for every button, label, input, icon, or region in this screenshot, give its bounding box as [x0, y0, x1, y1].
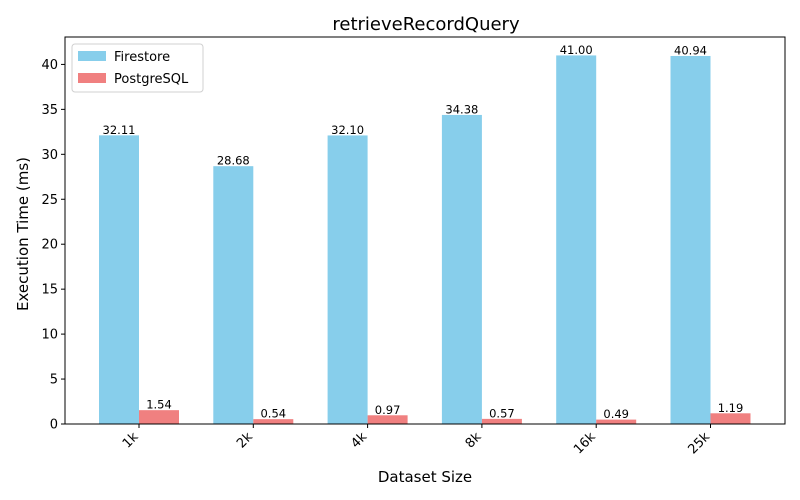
data-label-postgresql-8k: 0.57	[489, 406, 515, 420]
bar-firestore-25k	[670, 55, 711, 424]
data-label-firestore-25k: 40.94	[674, 43, 707, 57]
legend-label-firestore: Firestore	[114, 50, 170, 65]
x-tick-label-16k: 16k	[571, 429, 599, 457]
data-label-firestore-16k: 41.00	[560, 43, 593, 57]
y-tick-label-35: 35	[41, 103, 58, 118]
legend: Firestore PostgreSQL	[71, 43, 204, 93]
bar-postgresql-16k	[596, 419, 637, 424]
x-tick-label-1k: 1k	[120, 429, 142, 451]
x-axis-label: Dataset Size	[378, 468, 472, 486]
x-tick-label-8k: 8k	[463, 429, 485, 451]
y-tick-label-20: 20	[41, 238, 58, 253]
data-label-postgresql-4k: 0.97	[375, 403, 401, 417]
y-tick-label-0: 0	[50, 418, 58, 433]
bar-firestore-8k	[441, 114, 482, 425]
bar-postgresql-8k	[481, 418, 522, 424]
y-tick-label-15: 15	[41, 283, 58, 298]
bar-firestore-16k	[556, 55, 597, 425]
bar-postgresql-25k	[710, 413, 751, 424]
bar-firestore-4k	[327, 135, 368, 424]
data-label-firestore-8k: 34.38	[445, 102, 478, 116]
y-tick-label-25: 25	[41, 193, 58, 208]
data-label-firestore-2k: 28.68	[217, 154, 250, 168]
bar-postgresql-2k	[253, 419, 294, 424]
bar-postgresql-4k	[367, 415, 408, 424]
data-label-postgresql-1k: 1.54	[146, 398, 172, 412]
x-tick-label-25k: 25k	[685, 429, 713, 457]
legend-swatch-postgresql	[78, 73, 106, 83]
y-tick-label-5: 5	[50, 373, 58, 388]
x-tick-label-2k: 2k	[234, 429, 256, 451]
data-label-postgresql-25k: 1.19	[718, 401, 744, 415]
y-tick-label-10: 10	[41, 328, 58, 343]
data-label-postgresql-2k: 0.54	[260, 407, 286, 421]
legend-swatch-firestore	[78, 51, 106, 61]
chart-title: retrieveRecordQuery	[332, 14, 520, 35]
bar-firestore-1k	[99, 135, 139, 424]
bar-postgresql-1k	[139, 410, 179, 424]
data-label-firestore-1k: 32.11	[103, 123, 136, 137]
plot-frame	[64, 36, 786, 425]
legend-label-postgresql: PostgreSQL	[114, 72, 189, 87]
bar-firestore-2k	[213, 166, 254, 424]
y-tick-label-30: 30	[41, 148, 58, 163]
data-label-firestore-4k: 32.10	[331, 123, 364, 137]
y-axis-label: Execution Time (ms)	[14, 157, 32, 311]
x-tick-label-4k: 4k	[348, 429, 370, 451]
data-label-postgresql-16k: 0.49	[603, 407, 629, 421]
y-tick-label-40: 40	[41, 58, 58, 73]
